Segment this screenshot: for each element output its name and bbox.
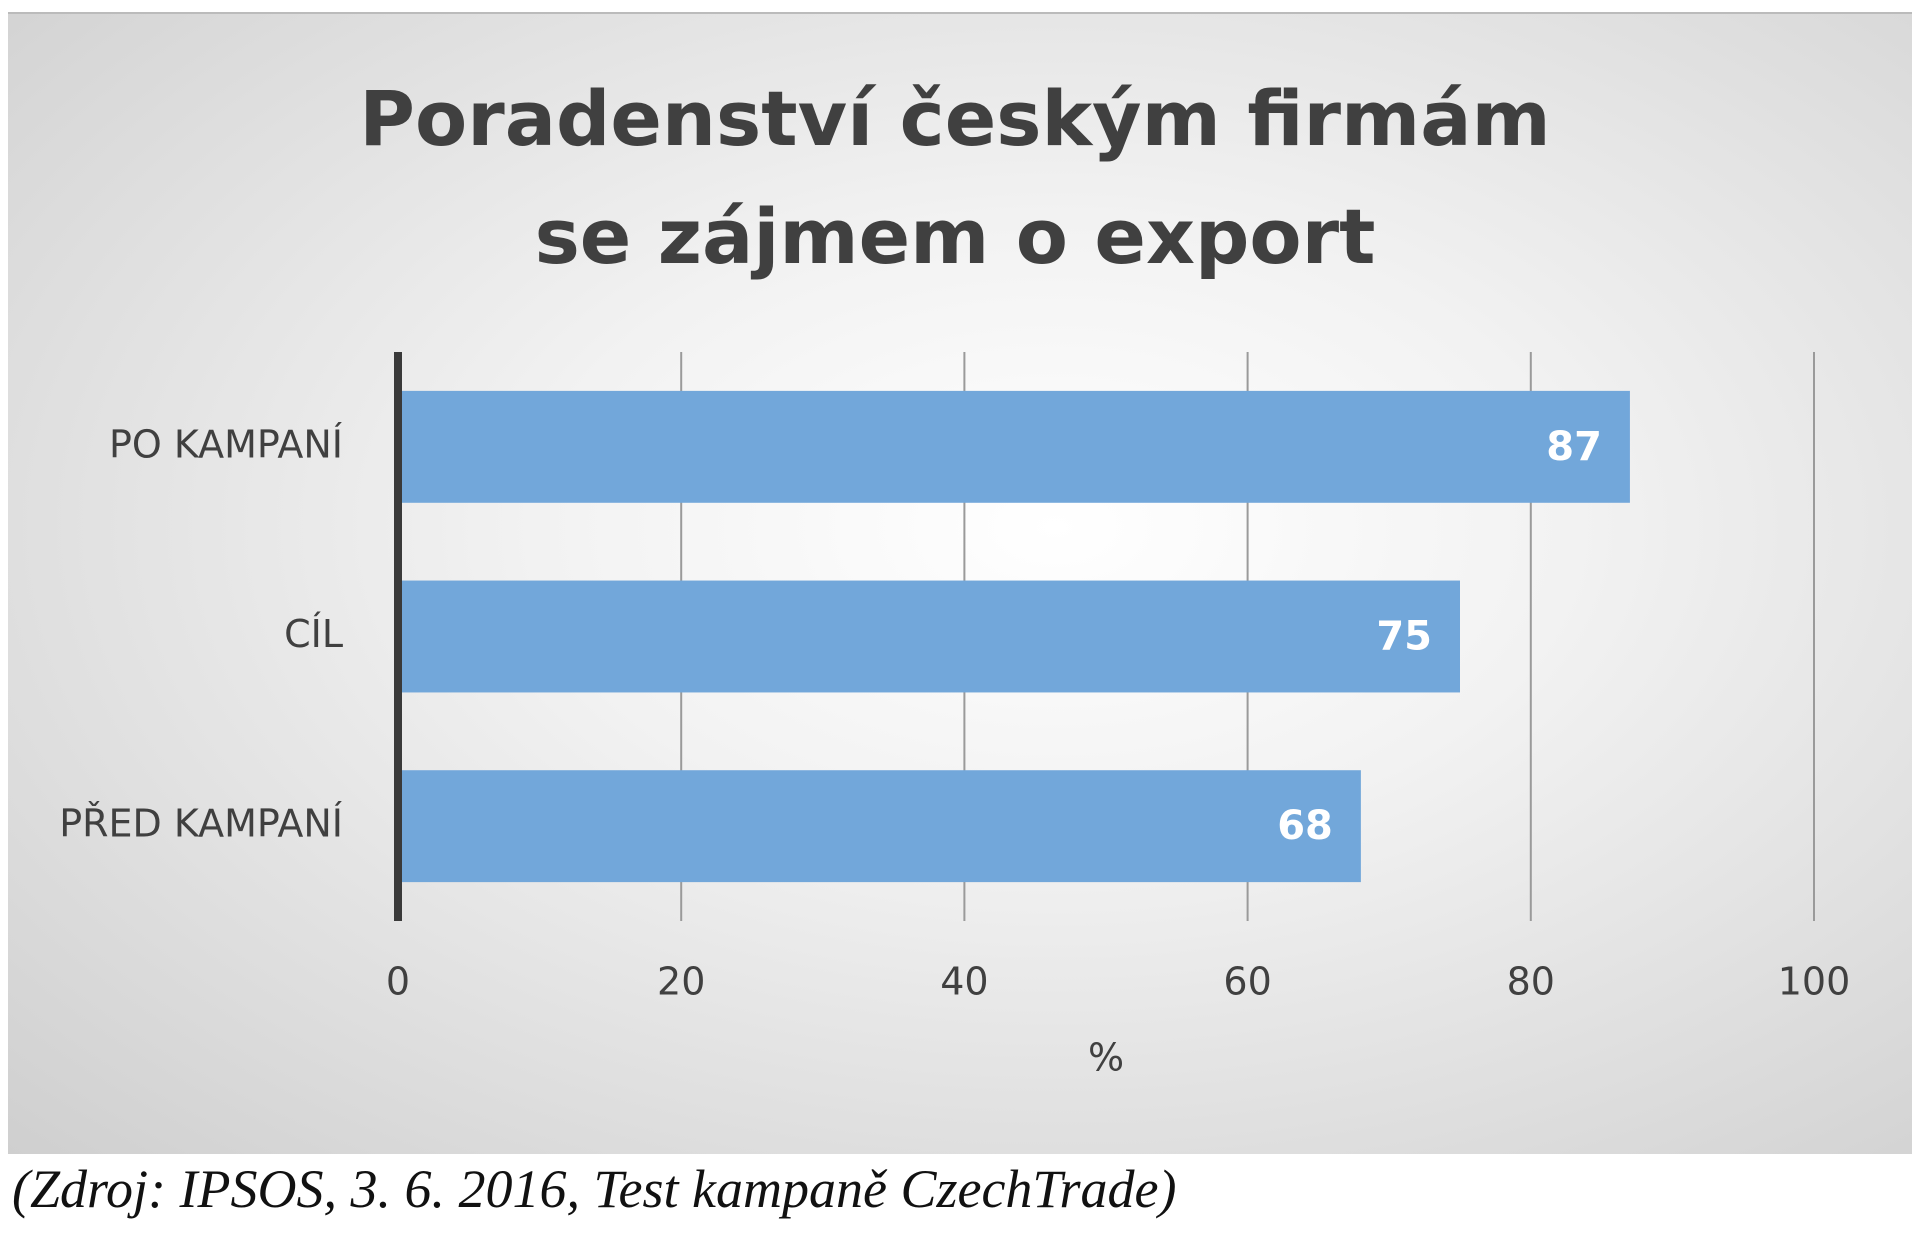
- bar: [398, 580, 1460, 693]
- x-tick-label: 60: [1223, 960, 1271, 1004]
- x-tick-label: 100: [1778, 960, 1851, 1004]
- y-tick-label: CÍL: [284, 612, 343, 656]
- bar: [398, 770, 1361, 883]
- value-label: 87: [1546, 424, 1602, 470]
- y-tick-label: PŘED KAMPANÍ: [59, 802, 343, 846]
- y-tick-label: PO KAMPANÍ: [109, 422, 343, 466]
- x-tick-label: 40: [940, 960, 988, 1004]
- value-label: 68: [1277, 803, 1333, 849]
- value-label: 75: [1376, 614, 1432, 660]
- chart-title: Poradenství českým firmám se zájmem o ex…: [359, 74, 1551, 281]
- x-axis-label: %: [1088, 1036, 1124, 1080]
- x-tick-label: 20: [657, 960, 705, 1004]
- x-tick-label: 0: [386, 960, 410, 1004]
- x-tick-label: 80: [1507, 960, 1555, 1004]
- source-note: (Zdroj: IPSOS, 3. 6. 2016, Test kampaně …: [12, 1159, 1177, 1219]
- bar: [398, 390, 1630, 503]
